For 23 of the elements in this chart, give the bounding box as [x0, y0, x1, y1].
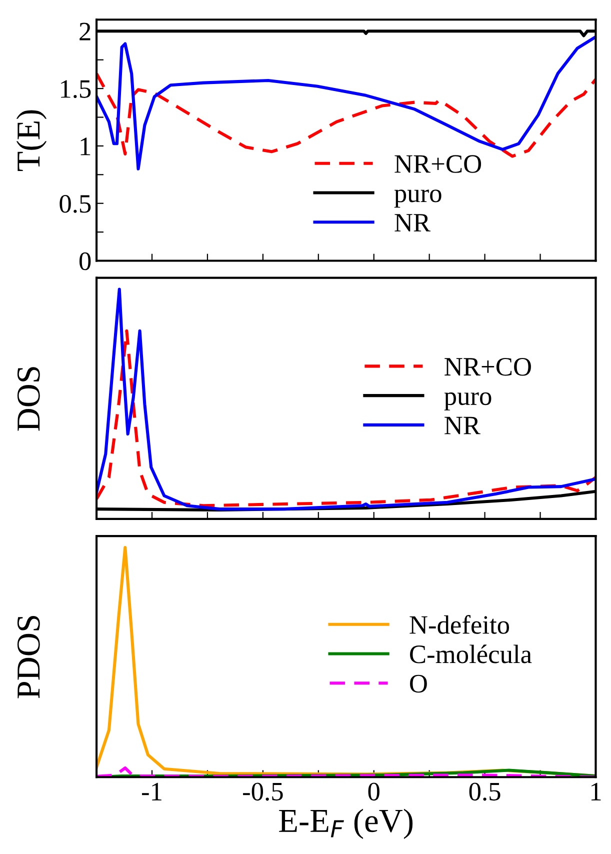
x-tick-label: 0.5 — [469, 782, 500, 801]
legend-label: N-defeito — [410, 615, 510, 634]
legend-label: NR+CO — [444, 358, 531, 376]
x-tick-label: 1 — [591, 782, 601, 800]
x-tick-label: -1 — [142, 782, 162, 800]
y-tick-label: 0 — [79, 252, 91, 270]
y-tick-label: 1 — [80, 138, 90, 156]
y-tick-label: 0.5 — [60, 194, 91, 213]
legend-label: NR+CO — [394, 155, 482, 173]
x-tick-label: 0 — [368, 782, 380, 801]
x-axis-title: E-E$_{F}$ (eV) — [279, 808, 413, 839]
y-tick-label: 2 — [80, 22, 90, 40]
legend-label: NR — [394, 214, 431, 232]
y-axis-title: DOS — [17, 367, 40, 431]
x-tick-label: -0.5 — [243, 782, 283, 801]
y-axis-title: PDOS — [17, 616, 40, 698]
legend-label: NR — [444, 416, 480, 434]
y-tick-label: 1.5 — [61, 80, 91, 98]
legend-label: O — [410, 674, 427, 693]
legend-label: puro — [394, 190, 442, 208]
legend-label: C-molécula — [410, 644, 532, 664]
y-axis-title: T(E) — [16, 110, 47, 172]
legend-label: puro — [444, 392, 492, 410]
